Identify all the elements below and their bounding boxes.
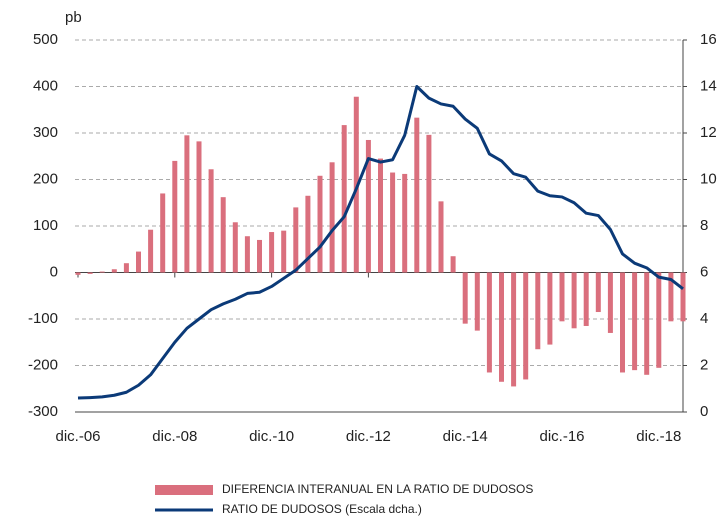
x-tick-label: dic.-06 <box>55 428 100 445</box>
bar <box>232 222 238 273</box>
bar <box>414 117 420 273</box>
y2-tick-label: 4 <box>700 310 708 327</box>
y2-tick-label: 0 <box>700 403 708 420</box>
bar <box>583 272 589 326</box>
bar <box>535 272 541 350</box>
x-tick-label: dic.-08 <box>152 428 197 445</box>
bar <box>474 272 480 331</box>
y-tick-label: 500 <box>33 31 58 48</box>
bar <box>680 272 686 322</box>
x-tick-label: dic.-16 <box>539 428 584 445</box>
legend-swatch <box>155 485 213 495</box>
line <box>77 85 684 400</box>
legend-label: DIFERENCIA INTERANUAL EN LA RATIO DE DUD… <box>222 482 533 496</box>
bar <box>668 272 674 322</box>
bar <box>87 272 93 274</box>
bar <box>269 232 275 273</box>
bar <box>620 272 625 373</box>
bar <box>462 272 468 324</box>
y2-tick-label: 10 <box>700 170 717 187</box>
bar <box>378 158 383 273</box>
bar <box>632 272 638 371</box>
bar <box>317 175 323 273</box>
bar <box>196 141 202 273</box>
bar <box>329 162 335 273</box>
y-tick-label: 200 <box>33 170 58 187</box>
y-tick-label: -100 <box>28 310 58 327</box>
x-tick-label: dic.-12 <box>346 428 391 445</box>
x-tick-label: dic.-10 <box>249 428 294 445</box>
bar <box>111 269 117 273</box>
y-tick-label: 100 <box>33 217 58 234</box>
y-tick-label: -300 <box>28 403 58 420</box>
y2-tick-label: 12 <box>700 124 717 141</box>
y2-tick-label: 8 <box>700 217 708 234</box>
bar <box>293 207 299 273</box>
y2-tick-label: 14 <box>700 77 717 94</box>
bar <box>571 272 577 329</box>
x-tick-label: dic.-18 <box>636 428 681 445</box>
bar <box>123 263 129 273</box>
y-tick-label: -200 <box>28 356 58 373</box>
bar <box>607 272 613 333</box>
bar <box>402 173 408 273</box>
x-tick-label: dic.-14 <box>443 428 488 445</box>
bar <box>523 272 529 380</box>
bar <box>184 135 190 273</box>
y-tick-label: 300 <box>33 124 58 141</box>
y-tick-label: 400 <box>33 77 58 94</box>
bar <box>547 272 553 345</box>
bar <box>281 230 287 273</box>
bar <box>390 172 396 273</box>
bar <box>595 272 601 313</box>
bar <box>499 272 504 382</box>
bar <box>644 272 650 375</box>
legend-label: RATIO DE DUDOSOS (Escala dcha.) <box>222 502 422 516</box>
bar <box>426 134 432 273</box>
bar <box>160 193 166 273</box>
y2-tick-label: 2 <box>700 356 708 373</box>
bar <box>244 236 250 273</box>
bar <box>172 160 178 273</box>
bar <box>511 272 517 387</box>
bar <box>99 271 105 273</box>
bar <box>486 272 492 373</box>
y-unit-label: pb <box>65 9 82 26</box>
y-tick-label: 0 <box>50 263 58 280</box>
bar <box>148 229 154 273</box>
bar <box>341 125 347 273</box>
bar <box>365 139 371 273</box>
bar <box>353 96 359 273</box>
bar <box>75 272 81 275</box>
bar <box>656 272 662 368</box>
y2-tick-label: 6 <box>700 263 708 280</box>
bar <box>208 169 214 273</box>
bar <box>220 197 226 273</box>
bar <box>450 256 456 273</box>
bar <box>559 272 565 322</box>
bar <box>438 201 444 273</box>
y2-tick-label: 16 <box>700 31 717 48</box>
bar <box>305 195 311 273</box>
bar <box>257 239 262 273</box>
bar <box>136 251 141 273</box>
